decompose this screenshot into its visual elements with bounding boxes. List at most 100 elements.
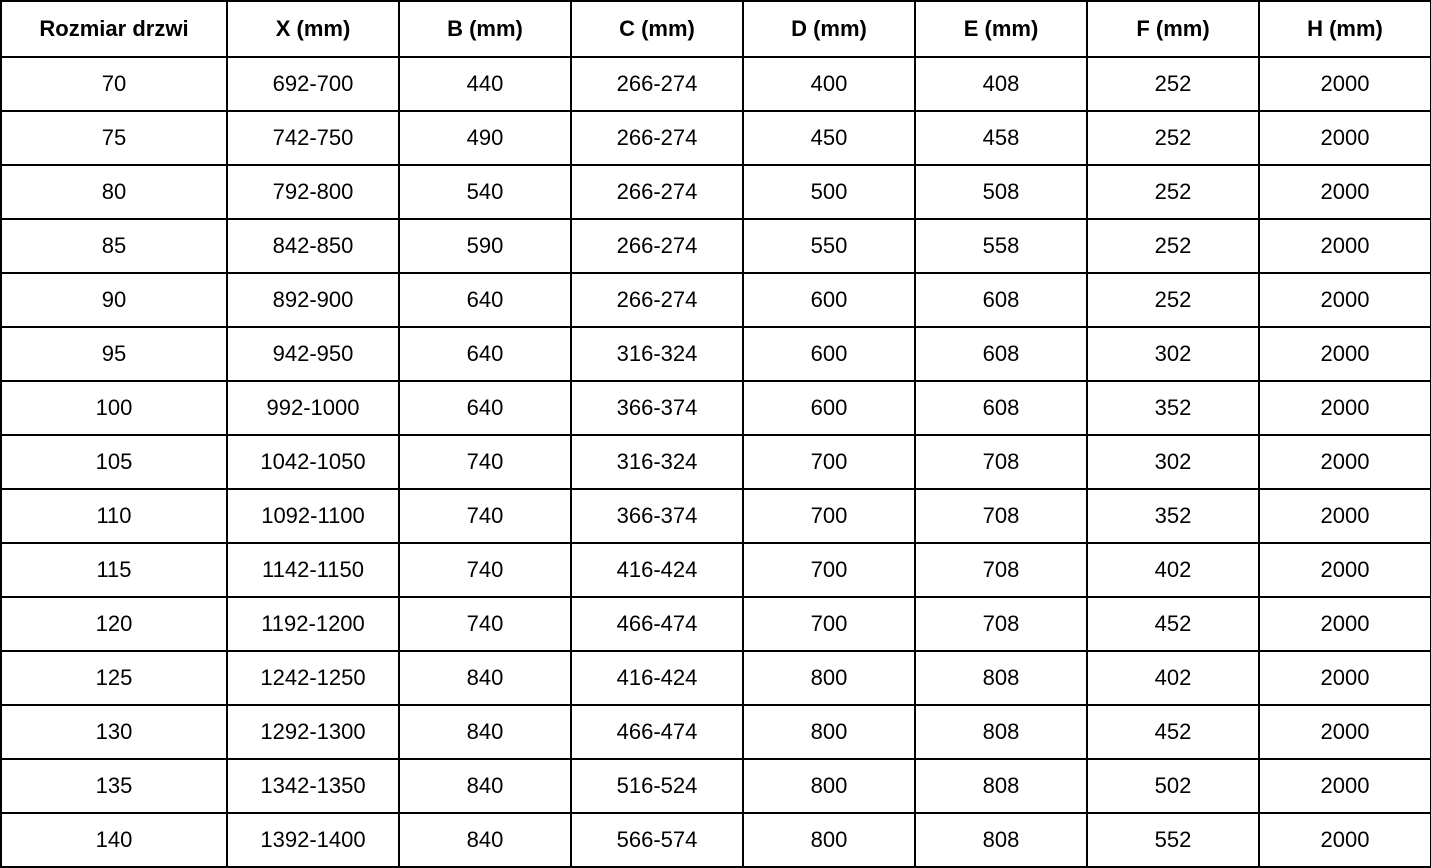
table-cell: 692-700 <box>226 56 400 112</box>
table-row: 95 942-950 640 316-324 600 608 302 2000 <box>0 326 1431 382</box>
table-cell: 1342-1350 <box>226 758 400 814</box>
table-cell: 80 <box>0 164 228 220</box>
table-cell: 808 <box>914 812 1088 868</box>
table-cell: 508 <box>914 164 1088 220</box>
table-cell: 500 <box>742 164 916 220</box>
table-cell: 540 <box>398 164 572 220</box>
table-cell: 600 <box>742 380 916 436</box>
table-cell: 366-374 <box>570 488 744 544</box>
table-cell: 266-274 <box>570 272 744 328</box>
table-cell: 402 <box>1086 542 1260 598</box>
table-cell: 452 <box>1086 596 1260 652</box>
table-cell: 708 <box>914 434 1088 490</box>
table-cell: 2000 <box>1258 596 1431 652</box>
table-cell: 942-950 <box>226 326 400 382</box>
table-cell: 640 <box>398 326 572 382</box>
table-row: 140 1392-1400 840 566-574 800 808 552 2000 <box>0 812 1431 868</box>
table-cell: 1292-1300 <box>226 704 400 760</box>
table-cell: 2000 <box>1258 542 1431 598</box>
table-cell: 450 <box>742 110 916 166</box>
table-cell: 840 <box>398 650 572 706</box>
table-cell: 125 <box>0 650 228 706</box>
table-cell: 800 <box>742 812 916 868</box>
table-cell: 2000 <box>1258 758 1431 814</box>
table-cell: 352 <box>1086 488 1260 544</box>
table-row: 110 1092-1100 740 366-374 700 708 352 2000 <box>0 488 1431 544</box>
table-cell: 600 <box>742 326 916 382</box>
table-cell: 452 <box>1086 704 1260 760</box>
table-row: 130 1292-1300 840 466-474 800 808 452 2000 <box>0 704 1431 760</box>
table-cell: 252 <box>1086 56 1260 112</box>
table-cell: 2000 <box>1258 56 1431 112</box>
table-cell: 416-424 <box>570 542 744 598</box>
table-cell: 640 <box>398 380 572 436</box>
table-cell: 120 <box>0 596 228 652</box>
table-cell: 1142-1150 <box>226 542 400 598</box>
table-cell: 1242-1250 <box>226 650 400 706</box>
table-cell: 640 <box>398 272 572 328</box>
table-row: 70 692-700 440 266-274 400 408 252 2000 <box>0 56 1431 112</box>
table-cell: 808 <box>914 650 1088 706</box>
column-header: B (mm) <box>398 0 572 58</box>
table-cell: 316-324 <box>570 326 744 382</box>
table-cell: 252 <box>1086 218 1260 274</box>
table-cell: 440 <box>398 56 572 112</box>
table-cell: 552 <box>1086 812 1260 868</box>
table-cell: 708 <box>914 542 1088 598</box>
table-cell: 516-524 <box>570 758 744 814</box>
table-cell: 608 <box>914 380 1088 436</box>
table-cell: 366-374 <box>570 380 744 436</box>
table-cell: 266-274 <box>570 218 744 274</box>
table-cell: 2000 <box>1258 812 1431 868</box>
table-cell: 115 <box>0 542 228 598</box>
table-cell: 842-850 <box>226 218 400 274</box>
table-cell: 458 <box>914 110 1088 166</box>
table-cell: 402 <box>1086 650 1260 706</box>
table-cell: 590 <box>398 218 572 274</box>
table-cell: 400 <box>742 56 916 112</box>
column-header: X (mm) <box>226 0 400 58</box>
table-row: 135 1342-1350 840 516-524 800 808 502 2000 <box>0 758 1431 814</box>
table-cell: 708 <box>914 488 1088 544</box>
table-cell: 2000 <box>1258 164 1431 220</box>
table-cell: 100 <box>0 380 228 436</box>
table-cell: 840 <box>398 812 572 868</box>
table-row: 85 842-850 590 266-274 550 558 252 2000 <box>0 218 1431 274</box>
table-cell: 700 <box>742 434 916 490</box>
table-cell: 466-474 <box>570 704 744 760</box>
table-cell: 608 <box>914 326 1088 382</box>
table-cell: 466-474 <box>570 596 744 652</box>
table-cell: 792-800 <box>226 164 400 220</box>
table-cell: 1042-1050 <box>226 434 400 490</box>
table-cell: 800 <box>742 758 916 814</box>
table-cell: 2000 <box>1258 380 1431 436</box>
table-cell: 1092-1100 <box>226 488 400 544</box>
table-cell: 416-424 <box>570 650 744 706</box>
table-cell: 740 <box>398 488 572 544</box>
table-cell: 700 <box>742 488 916 544</box>
table-cell: 2000 <box>1258 218 1431 274</box>
table-cell: 740 <box>398 542 572 598</box>
table-cell: 608 <box>914 272 1088 328</box>
table-cell: 252 <box>1086 272 1260 328</box>
table-cell: 2000 <box>1258 650 1431 706</box>
table-cell: 742-750 <box>226 110 400 166</box>
table-cell: 700 <box>742 596 916 652</box>
table-cell: 70 <box>0 56 228 112</box>
table-cell: 808 <box>914 704 1088 760</box>
table-cell: 490 <box>398 110 572 166</box>
table-cell: 992-1000 <box>226 380 400 436</box>
table-body: 70 692-700 440 266-274 400 408 252 2000 75 742-75… <box>0 56 1431 868</box>
column-header: D (mm) <box>742 0 916 58</box>
table-cell: 840 <box>398 758 572 814</box>
table-cell: 2000 <box>1258 704 1431 760</box>
table-cell: 352 <box>1086 380 1260 436</box>
table-header: Rozmiar drzwi X (mm) B (mm) C (mm) D (mm) E (… <box>0 0 1431 58</box>
table-cell: 408 <box>914 56 1088 112</box>
table-row: 125 1242-1250 840 416-424 800 808 402 2000 <box>0 650 1431 706</box>
table-row: 105 1042-1050 740 316-324 700 708 302 2000 <box>0 434 1431 490</box>
table-cell: 892-900 <box>226 272 400 328</box>
table-row: 100 992-1000 640 366-374 600 608 352 2000 <box>0 380 1431 436</box>
